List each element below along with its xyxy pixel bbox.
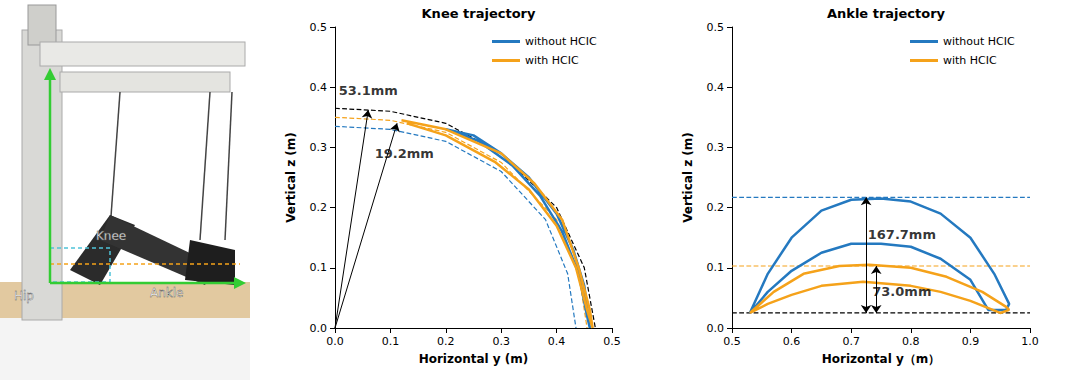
svg-text:with HCIC: with HCIC [943, 54, 997, 67]
svg-text:0.7: 0.7 [842, 335, 860, 348]
svg-text:0.8: 0.8 [902, 335, 920, 348]
svg-text:0.4: 0.4 [310, 81, 328, 94]
svg-text:with HCIC: with HCIC [525, 54, 579, 67]
svg-text:167.7mm: 167.7mm [868, 227, 936, 242]
svg-text:Ankle: Ankle [150, 286, 183, 300]
svg-text:0.4: 0.4 [548, 335, 566, 348]
svg-text:0.5: 0.5 [310, 21, 328, 34]
svg-text:0.5: 0.5 [723, 335, 741, 348]
svg-text:1.0: 1.0 [1021, 335, 1039, 348]
svg-text:0.6: 0.6 [783, 335, 801, 348]
svg-text:0.0: 0.0 [326, 335, 344, 348]
svg-text:0.2: 0.2 [310, 201, 328, 214]
svg-text:0.3: 0.3 [492, 335, 510, 348]
svg-text:0.4: 0.4 [707, 81, 725, 94]
svg-text:Hip: Hip [14, 289, 34, 303]
svg-text:0.9: 0.9 [962, 335, 980, 348]
svg-text:0.1: 0.1 [382, 335, 400, 348]
svg-text:53.1mm: 53.1mm [339, 83, 398, 98]
svg-text:73.0mm: 73.0mm [872, 284, 931, 299]
svg-text:without HCIC: without HCIC [525, 35, 597, 48]
svg-text:0.5: 0.5 [707, 21, 725, 34]
svg-text:0.0: 0.0 [310, 322, 328, 335]
svg-text:Vertical z (m): Vertical z (m) [284, 132, 298, 223]
svg-text:Ankle trajectory: Ankle trajectory [827, 6, 946, 21]
svg-text:Vertical z (m): Vertical z (m) [681, 132, 695, 223]
svg-text:0.1: 0.1 [707, 261, 725, 274]
svg-text:Knee: Knee [96, 229, 126, 243]
svg-text:Knee trajectory: Knee trajectory [422, 6, 536, 21]
svg-text:19.2mm: 19.2mm [375, 146, 434, 161]
svg-text:0.2: 0.2 [707, 201, 725, 214]
svg-text:Horizontal y（m）: Horizontal y（m） [822, 352, 941, 366]
svg-text:0.2: 0.2 [437, 335, 455, 348]
svg-text:0.5: 0.5 [603, 335, 621, 348]
svg-text:0.0: 0.0 [707, 322, 725, 335]
svg-text:0.1: 0.1 [310, 261, 328, 274]
svg-text:0.3: 0.3 [707, 141, 725, 154]
svg-text:Horizontal y (m): Horizontal y (m) [419, 352, 529, 366]
svg-text:0.3: 0.3 [310, 141, 328, 154]
svg-text:without HCIC: without HCIC [943, 35, 1015, 48]
